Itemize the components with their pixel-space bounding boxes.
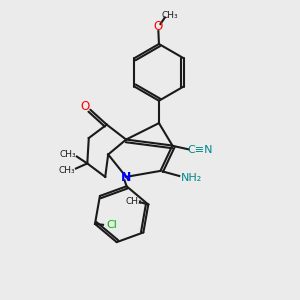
- Text: C≡N: C≡N: [187, 145, 213, 155]
- Text: NH₂: NH₂: [181, 173, 202, 183]
- Text: CH₃: CH₃: [58, 167, 75, 176]
- Text: Cl: Cl: [106, 220, 117, 230]
- Text: CH₃: CH₃: [162, 11, 178, 20]
- Text: O: O: [80, 100, 89, 112]
- Text: CH₃: CH₃: [60, 150, 76, 159]
- Text: O: O: [154, 20, 163, 34]
- Text: N: N: [121, 171, 131, 184]
- Text: CH₃: CH₃: [125, 197, 142, 206]
